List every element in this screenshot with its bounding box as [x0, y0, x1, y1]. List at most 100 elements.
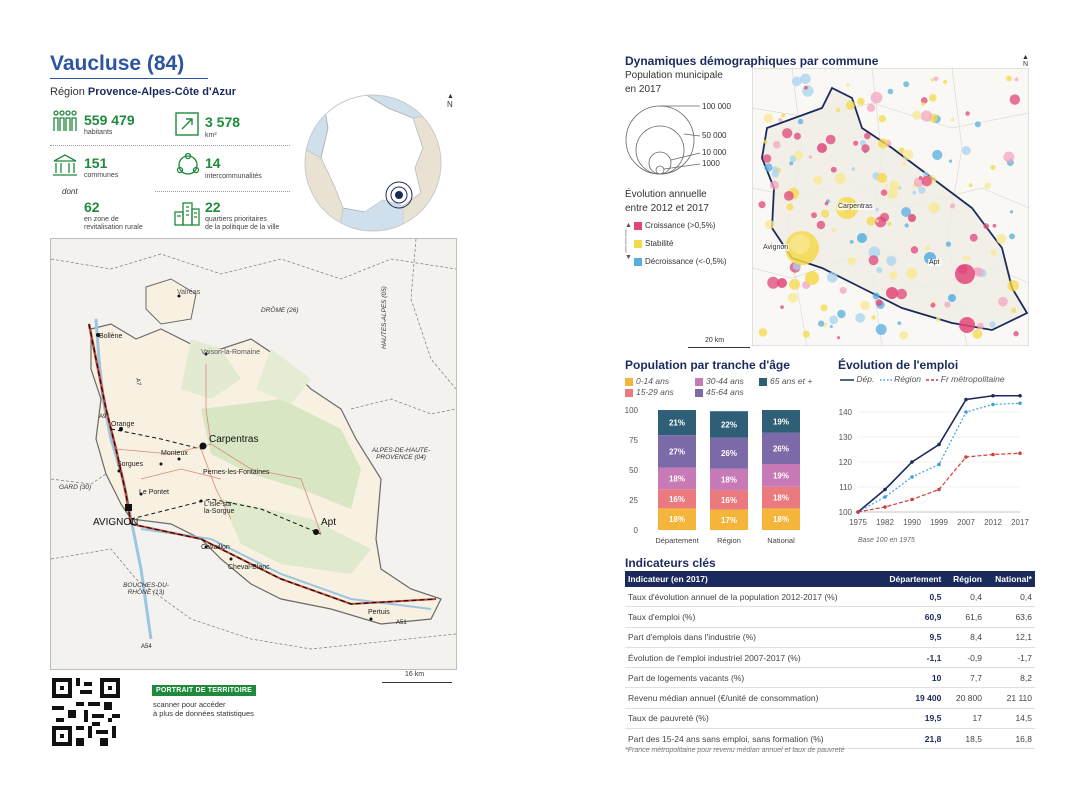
- qr-code[interactable]: [52, 678, 120, 746]
- commune-bubble: [1009, 210, 1014, 214]
- commune-bubble: [791, 76, 802, 87]
- commune-bubble: [763, 113, 774, 123]
- age-legend-4: 45-64 ans: [706, 387, 744, 397]
- commune-bubble: [790, 234, 810, 254]
- label-hautes-alpes: HAUTES-ALPES (05): [381, 286, 388, 349]
- region-prefix: Région: [50, 86, 85, 98]
- demo-scale-bar: [688, 347, 750, 348]
- city-le-pontet: Le Pontet: [139, 489, 169, 496]
- national-value: 14,5: [984, 708, 1035, 730]
- commune-bubble: [886, 287, 898, 299]
- header-indicator: Indicateur (en 2017): [625, 571, 877, 587]
- emploi-legend-line-dep: [840, 379, 854, 381]
- commune-bubble: [758, 201, 766, 209]
- commune-bubble: [786, 203, 794, 211]
- commune-bubble: [777, 278, 787, 288]
- national-value: 63,6: [984, 606, 1035, 628]
- commune-bubble: [875, 323, 887, 335]
- size-10000: 10 000: [702, 148, 727, 157]
- commune-bubble: [1013, 331, 1019, 337]
- commune-bubble: [880, 189, 888, 196]
- age-bar-segment: [658, 508, 696, 530]
- portrait-text: scanner pour accéder à plus de données s…: [153, 700, 254, 718]
- commune-bubble: [1009, 233, 1016, 240]
- commune-bubble: [889, 180, 900, 191]
- city-avignon: AVIGNON: [93, 517, 139, 528]
- commune-bubble: [897, 321, 902, 326]
- city-valreas: Valréas: [177, 289, 201, 296]
- commune-bubble: [969, 233, 978, 242]
- age-ytick: 0: [634, 526, 639, 535]
- header-region: Région: [944, 571, 985, 587]
- legend-decline: Décroissance (<-0,5%): [634, 257, 727, 266]
- commune-bubble: [764, 163, 773, 172]
- emploi-point: [883, 505, 887, 509]
- age-bar-label: 19%: [773, 417, 789, 426]
- city-orange: Orange: [111, 421, 135, 428]
- commune-bubble: [808, 155, 813, 159]
- commune-bubble: [903, 81, 910, 88]
- commune-bubble: [989, 321, 996, 328]
- city-vaison: Vaison-la-Romaine: [201, 349, 261, 356]
- commune-bubble: [860, 300, 870, 311]
- age-bar-label: 16%: [721, 496, 737, 505]
- city-sorgues: Sorgues: [117, 461, 144, 468]
- commune-bubble: [935, 317, 941, 322]
- age-legend-1: 30-44 ans: [706, 376, 744, 386]
- commune-bubble: [771, 170, 780, 178]
- departement-value: 0,5: [876, 587, 945, 608]
- region-value: 18,5: [944, 728, 985, 750]
- commune-bubble: [948, 294, 956, 302]
- region-value: 0,4: [944, 587, 985, 608]
- size-50000: 50 000: [702, 131, 727, 140]
- commune-bubble: [923, 171, 929, 178]
- qpv-label-1: quartiers prioritaires: [205, 216, 267, 223]
- buildings-icon: [174, 202, 200, 226]
- age-category-label: Région: [717, 536, 741, 545]
- portrait-line1: scanner pour accéder: [153, 700, 226, 709]
- city-monteux: Monteux: [161, 450, 188, 457]
- emploi-series-line: [857, 402, 1021, 513]
- commune-bubble: [949, 203, 955, 209]
- stability-swatch: [634, 239, 642, 248]
- age-legend-swatch-0: [625, 377, 633, 386]
- age-bar-label: 22%: [721, 420, 737, 429]
- emploi-point: [856, 510, 860, 514]
- commune-bubble: [875, 207, 880, 212]
- commune-bubble: [921, 101, 925, 106]
- qpv-value: 22: [205, 199, 221, 215]
- commune-bubble: [944, 301, 951, 308]
- commune-bubble: [758, 328, 768, 337]
- commune-bubble: [789, 161, 794, 166]
- national-value: 21 110: [984, 687, 1035, 709]
- commune-bubble: [877, 173, 887, 183]
- commune-bubble: [974, 121, 981, 128]
- indicator-label: Taux de pauvreté (%): [625, 708, 877, 730]
- departement-value: 9,5: [876, 627, 945, 648]
- commune-bubble: [797, 118, 804, 125]
- communes-label: communes: [84, 172, 119, 179]
- pop-year: en 2017: [625, 84, 662, 95]
- commune-bubble: [945, 241, 952, 247]
- departement-value: -1,1: [876, 647, 945, 669]
- age-bar-label: 18%: [669, 474, 685, 483]
- road-a54: A54: [141, 644, 152, 650]
- stats-divider-2: [155, 191, 290, 192]
- age-bar-label: 16%: [669, 495, 685, 504]
- commune-bubble: [896, 288, 907, 300]
- indicators-table: Indicateur (en 2017) Département Région …: [625, 571, 1035, 750]
- evo-arrow-icon: ▲ | | | ▼: [625, 222, 632, 261]
- emploi-note: Base 100 en 1975: [858, 537, 915, 544]
- label-bouches-du-rhone: BOUCHES-DU- RHÔNE (13): [116, 582, 176, 596]
- commune-bubble: [870, 91, 883, 104]
- commune-bubble: [961, 146, 971, 156]
- pop-label: Population municipale: [625, 70, 723, 81]
- emploi-legend-region: Région: [894, 374, 922, 384]
- commune-bubble: [930, 78, 934, 82]
- age-bar-segment: [658, 467, 696, 490]
- emploi-point: [991, 393, 995, 398]
- header-departement: Département: [876, 571, 945, 587]
- city-bollene: Bollène: [99, 333, 123, 340]
- age-legend-3: 15-29 ans: [636, 387, 674, 397]
- commune-bubble: [764, 219, 775, 230]
